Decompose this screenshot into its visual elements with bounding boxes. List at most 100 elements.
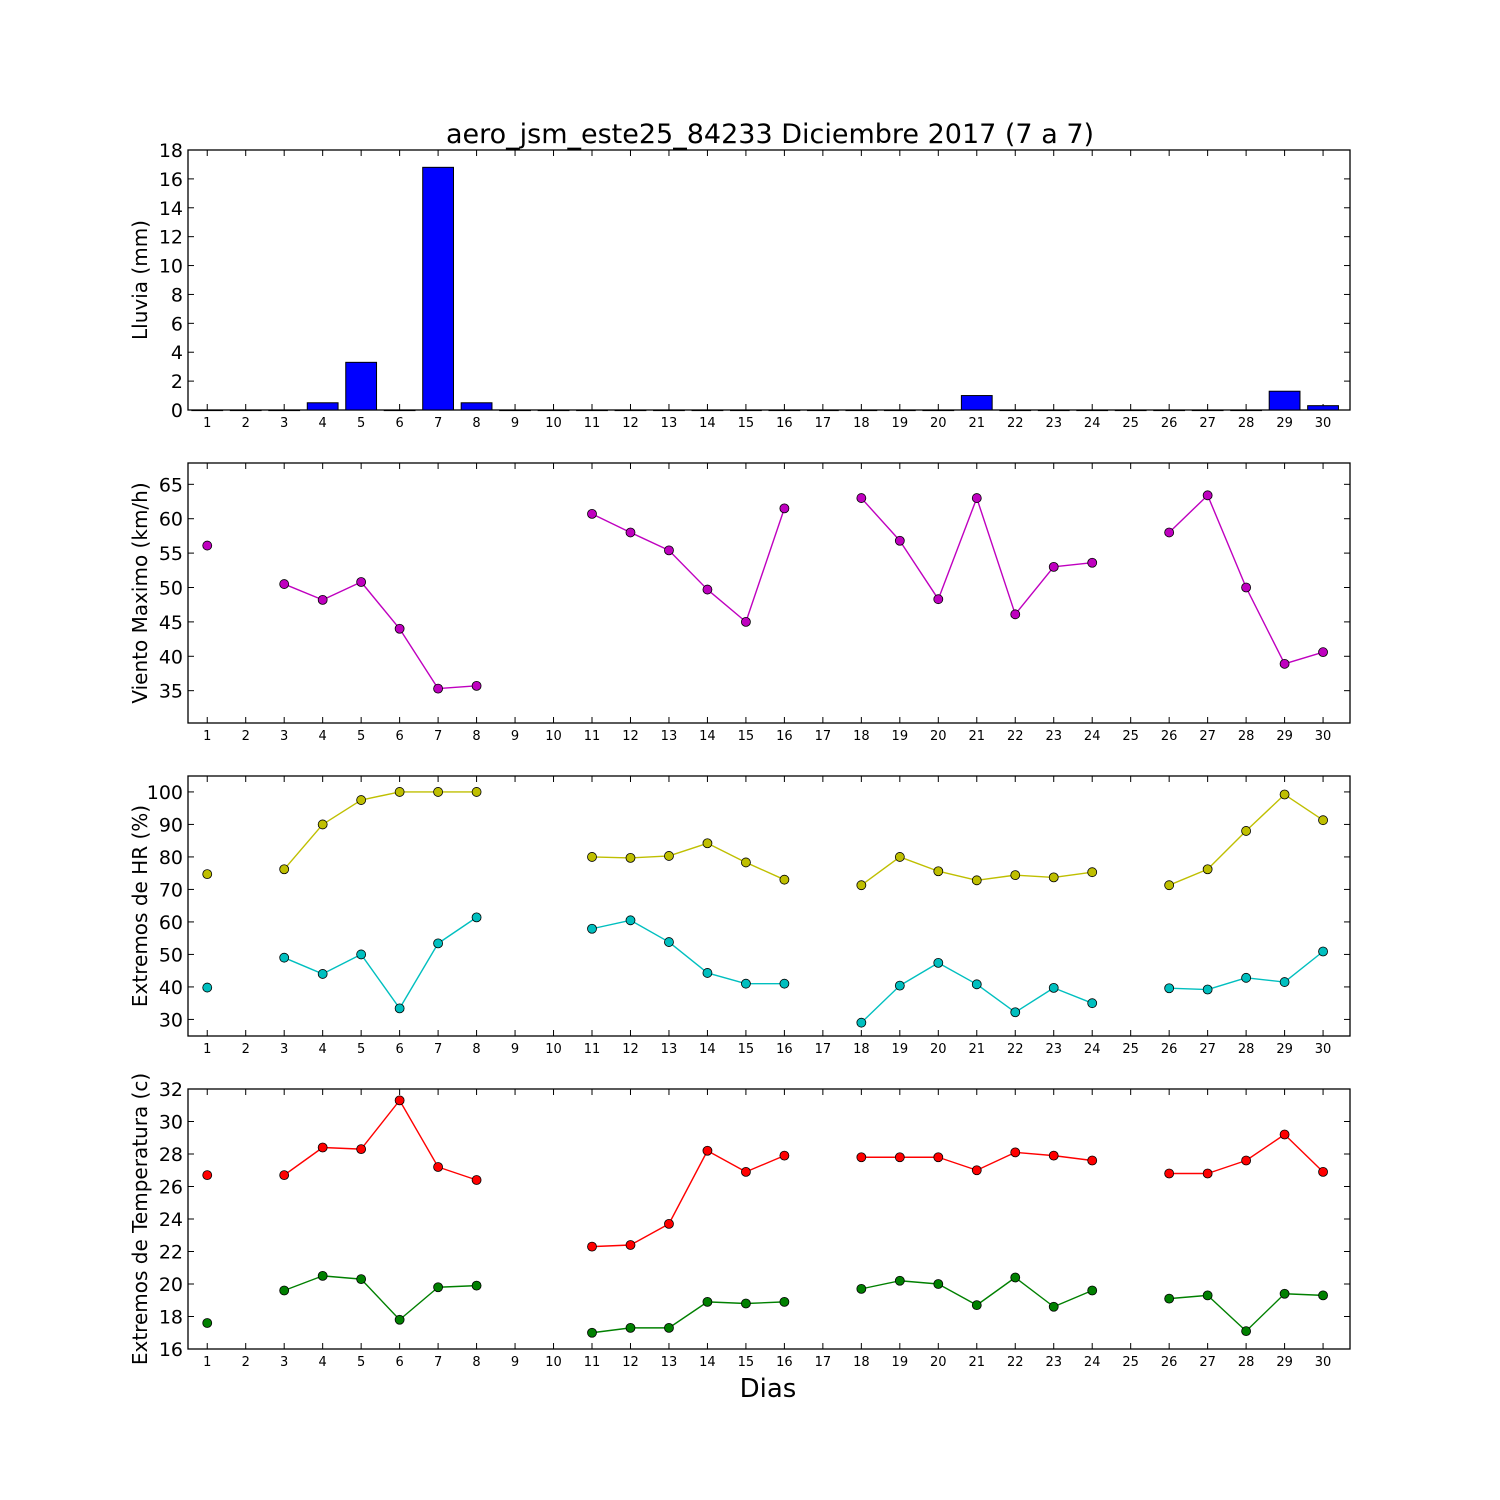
series-line-segment <box>322 581 362 601</box>
x-tick-label: 12 <box>622 729 639 744</box>
x-tick-label: 12 <box>622 1355 639 1370</box>
series-line-segment <box>1206 495 1247 588</box>
x-tick-label: 6 <box>395 1042 403 1057</box>
series-line-segment <box>283 583 323 601</box>
data-point <box>971 1165 982 1176</box>
plot-frame <box>187 462 1351 724</box>
series-line-segment <box>937 962 978 985</box>
data-point <box>394 1095 405 1106</box>
data-point <box>971 979 982 990</box>
data-point <box>356 1274 367 1285</box>
x-tick-label: 26 <box>1161 1042 1178 1057</box>
data-point <box>625 1322 636 1333</box>
data-point <box>971 875 982 886</box>
x-tick-label: 24 <box>1084 416 1101 431</box>
x-tick-label: 2 <box>242 729 250 744</box>
data-point <box>1164 983 1175 994</box>
series-line-segment <box>1245 1293 1286 1332</box>
data-point <box>1048 872 1059 883</box>
data-point <box>1164 1168 1175 1179</box>
series-line-segment <box>1207 1159 1247 1175</box>
data-point <box>394 787 405 797</box>
x-tick-label: 18 <box>853 1355 870 1370</box>
data-point <box>471 1280 482 1291</box>
data-point <box>702 968 713 978</box>
x-tick-label: 3 <box>280 729 288 744</box>
data-point <box>356 577 367 587</box>
bar <box>229 409 262 412</box>
x-tick-label: 21 <box>969 729 986 744</box>
bar <box>960 395 993 411</box>
series-line-segment <box>283 1146 324 1176</box>
series-line-segment <box>976 1151 1016 1171</box>
bar <box>1268 390 1301 411</box>
series-line-segment <box>707 842 747 864</box>
data-point <box>1202 984 1213 995</box>
data-point <box>1048 983 1059 993</box>
data-point <box>356 949 367 960</box>
x-tick-label: 26 <box>1161 729 1178 744</box>
x-tick-label: 23 <box>1045 1355 1062 1370</box>
x-tick-label: 26 <box>1161 416 1178 431</box>
series-line-segment <box>399 1100 439 1168</box>
series-line-segment <box>745 1154 785 1173</box>
y-tick-label: 45 <box>159 612 183 634</box>
series-line-segment <box>591 1327 631 1334</box>
x-tick-label: 14 <box>699 1355 716 1370</box>
x-tick-label: 4 <box>319 1042 327 1057</box>
x-tick-label: 28 <box>1238 1355 1255 1370</box>
data-point <box>856 1017 867 1028</box>
data-point <box>779 1296 790 1307</box>
x-tick-label: 23 <box>1045 1042 1062 1057</box>
y-tick-label: 26 <box>159 1177 183 1199</box>
series-line-segment <box>591 1244 631 1248</box>
data-point <box>1318 815 1328 826</box>
data-point <box>317 1270 328 1281</box>
bar <box>1114 409 1147 412</box>
x-tick-label: 16 <box>776 729 793 744</box>
series-line-segment <box>745 1301 785 1305</box>
series-line-segment <box>861 1280 900 1290</box>
y-axis-label: Extremos de HR (%) <box>128 805 152 1007</box>
y-axis-label: Extremos de Temperatura (c) <box>128 1073 152 1365</box>
y-tick-label: 40 <box>159 646 183 668</box>
data-point <box>971 493 982 503</box>
data-point <box>741 857 751 868</box>
data-point <box>856 493 867 503</box>
x-tick-label: 9 <box>511 1355 519 1370</box>
y-tick-label: 16 <box>159 1339 183 1361</box>
series-line-segment <box>360 1278 401 1321</box>
x-tick-label: 15 <box>738 729 755 744</box>
series-line-segment <box>1014 566 1055 615</box>
data-point <box>702 1296 713 1307</box>
data-point <box>1164 1293 1175 1304</box>
series-line-segment <box>668 1301 708 1329</box>
data-point <box>394 1314 405 1325</box>
x-tick-label: 8 <box>472 416 480 431</box>
data-point <box>279 864 290 875</box>
y-tick-label: 6 <box>171 313 183 335</box>
x-tick-label: 12 <box>622 416 639 431</box>
x-tick-label: 2 <box>242 1355 250 1370</box>
x-tick-label: 21 <box>969 1042 986 1057</box>
series-line-segment <box>1015 874 1054 879</box>
y-tick-label: 14 <box>159 198 183 220</box>
x-tick-label: 17 <box>815 729 832 744</box>
bar <box>1076 409 1109 412</box>
data-point <box>856 880 867 891</box>
data-point <box>933 957 944 968</box>
data-point <box>1279 658 1290 669</box>
series-line-segment <box>360 581 401 630</box>
data-point <box>317 819 328 830</box>
data-point <box>664 545 674 556</box>
x-tick-label: 10 <box>545 1355 562 1370</box>
data-point <box>1202 1290 1213 1301</box>
series-line-segment <box>591 856 631 859</box>
series-line-segment <box>1014 987 1055 1013</box>
y-tick-label: 40 <box>159 977 183 999</box>
data-point <box>202 1318 213 1328</box>
x-tick-label: 22 <box>1007 1355 1024 1370</box>
series-line-segment <box>591 513 631 534</box>
series-line-segment <box>1245 587 1286 665</box>
